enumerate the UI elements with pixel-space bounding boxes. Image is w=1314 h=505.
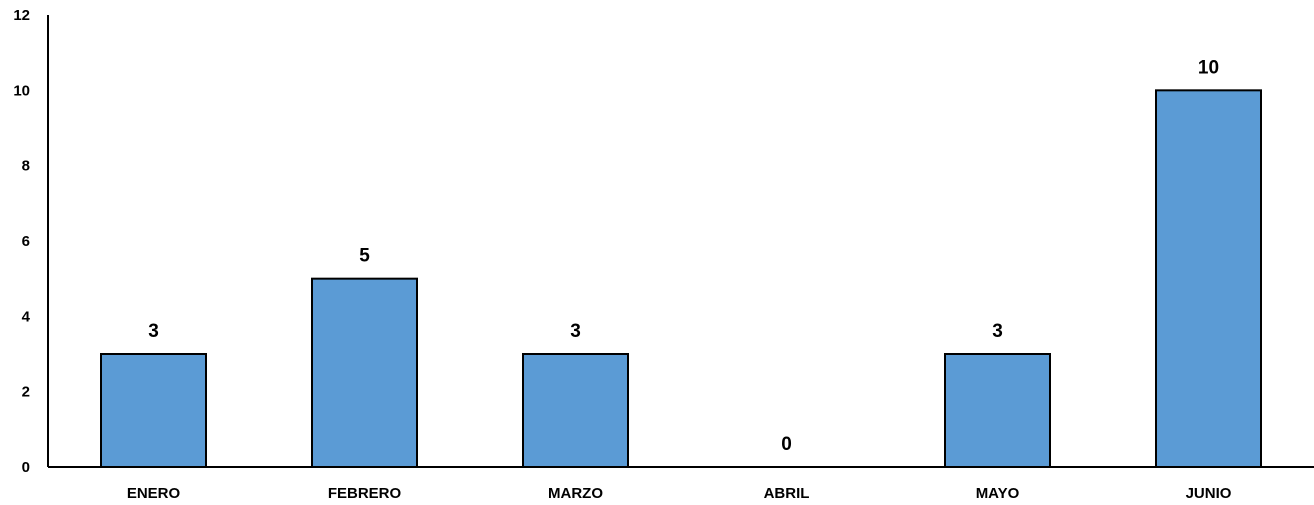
y-tick-label: 0 — [22, 459, 30, 476]
x-tick-label-abril: ABRIL — [764, 485, 810, 502]
y-tick-label: 2 — [22, 384, 30, 401]
bar-marzo — [522, 353, 629, 468]
data-label-febrero: 5 — [359, 246, 370, 267]
bar-mayo — [944, 353, 1051, 468]
data-label-enero: 3 — [148, 321, 159, 342]
data-label-mayo: 3 — [992, 321, 1003, 342]
data-label-marzo: 3 — [570, 321, 581, 342]
x-tick-label-junio: JUNIO — [1186, 485, 1232, 502]
bar-febrero — [311, 277, 418, 468]
data-labels-group: 3 5 3 0 3 10 — [148, 57, 1219, 455]
x-tick-label-enero: ENERO — [127, 485, 181, 502]
data-label-junio: 10 — [1198, 57, 1219, 78]
y-tick-label: 4 — [22, 308, 31, 325]
y-tick-label: 10 — [13, 82, 30, 99]
x-tick-label-febrero: FEBRERO — [328, 485, 402, 502]
y-tick-label: 8 — [22, 158, 30, 175]
data-label-abril: 0 — [781, 434, 792, 455]
y-tick-label: 6 — [22, 233, 30, 250]
x-tick-label-mayo: MAYO — [976, 485, 1020, 502]
y-axis-ticks: 0 2 4 6 8 10 12 — [13, 7, 30, 476]
x-axis-labels: ENERO FEBRERO MARZO ABRIL MAYO JUNIO — [127, 485, 1232, 502]
bar-enero — [100, 353, 207, 468]
bars-group — [100, 89, 1262, 468]
x-tick-label-marzo: MARZO — [548, 485, 603, 502]
bar-junio — [1155, 89, 1262, 468]
y-tick-label: 12 — [13, 7, 30, 24]
